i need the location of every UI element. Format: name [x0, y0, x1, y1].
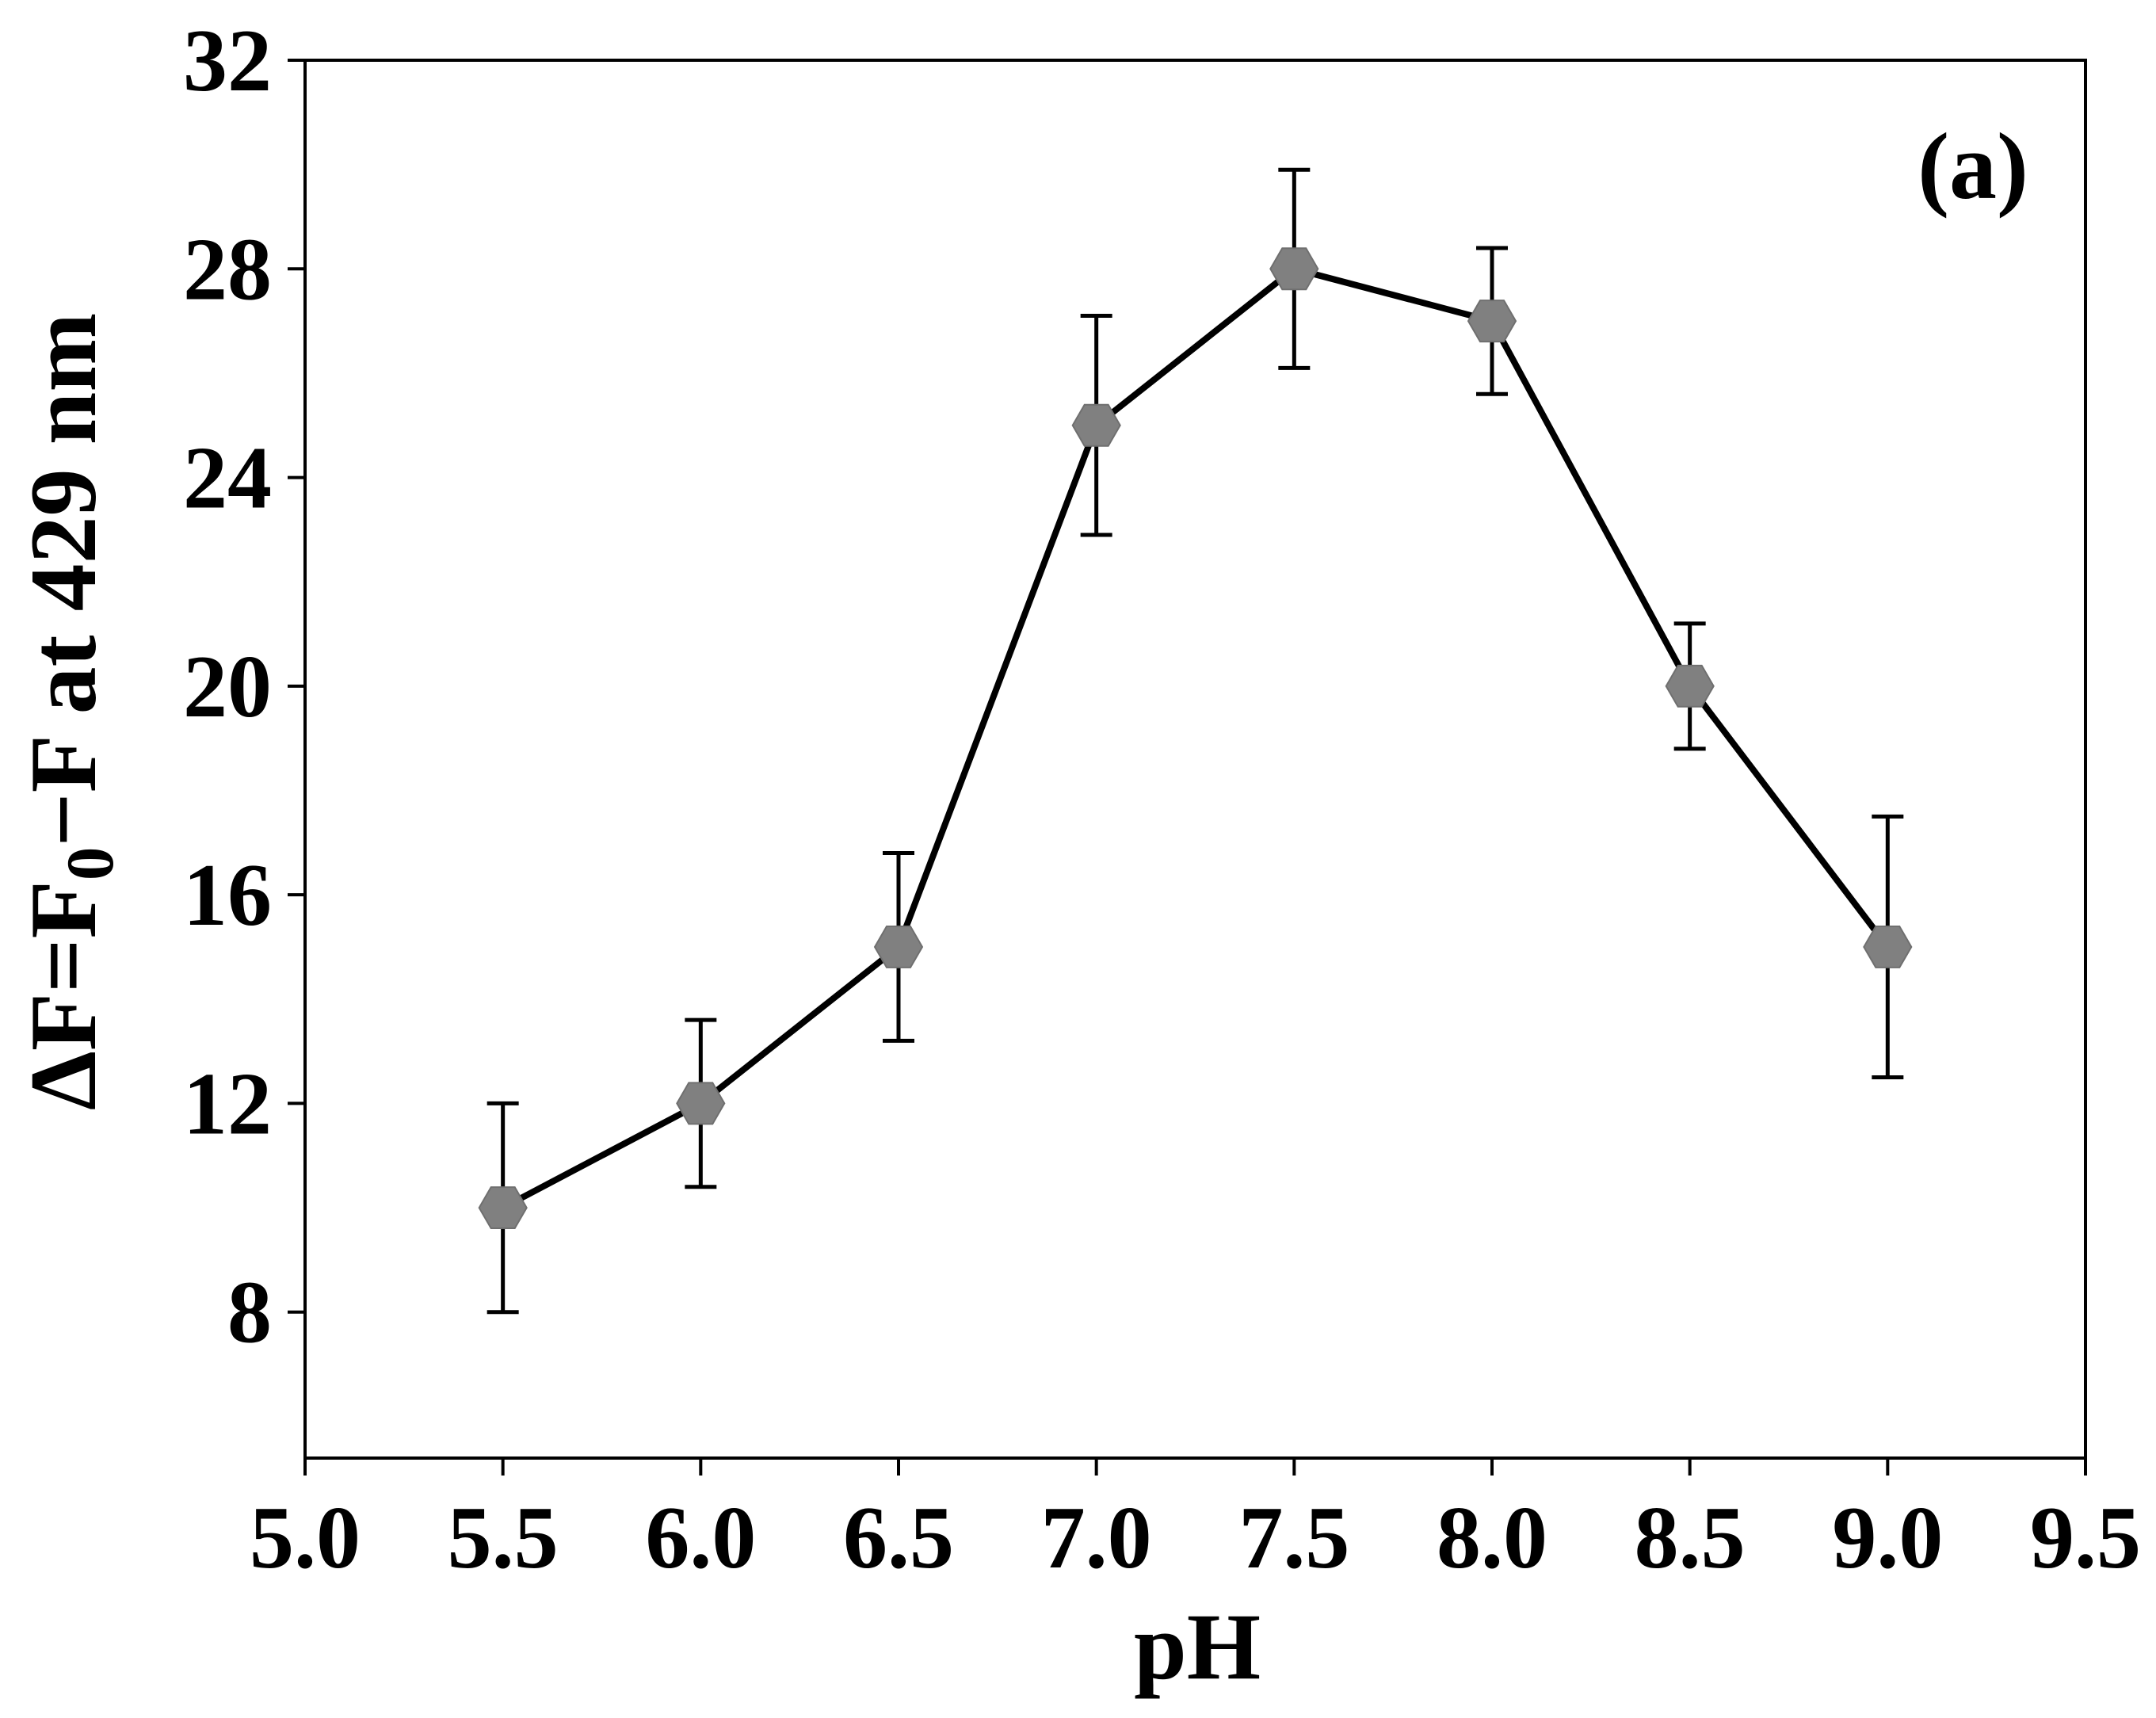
- x-axis-title: pH: [1134, 1594, 1261, 1699]
- data-point-0: [478, 1186, 528, 1229]
- x-tick-label-5: 7.5: [1238, 1489, 1349, 1587]
- x-tick-label-7: 8.5: [1635, 1489, 1746, 1587]
- error-bars: [487, 167, 1904, 1315]
- plot-frame: [303, 59, 2087, 1460]
- y-axis-title: ΔF=F0−F at 429 nm: [10, 313, 128, 1111]
- series-line-group: [501, 265, 1891, 1211]
- data-point-3: [1071, 403, 1121, 447]
- x-tick-label-2: 6.0: [645, 1489, 756, 1587]
- axes: [303, 59, 2087, 1460]
- data-point-7: [1863, 926, 1913, 968]
- y-tick-label-4: 24: [183, 430, 272, 528]
- data-point-4: [1269, 247, 1319, 291]
- data-markers: [478, 247, 1913, 1229]
- x-tick-label-6: 8.0: [1437, 1489, 1547, 1587]
- panel-label: (a): [1918, 113, 2028, 219]
- x-tick-label-1: 5.5: [448, 1489, 559, 1587]
- data-point-6: [1665, 664, 1715, 708]
- x-tick-label-9: 9.5: [2030, 1489, 2141, 1587]
- y-tick-label-3: 20: [183, 638, 272, 736]
- y-axis-title-main: ΔF=F: [10, 880, 116, 1110]
- y-tick-label-5: 28: [183, 220, 272, 319]
- data-point-2: [873, 926, 924, 968]
- y-tick-label-0: 8: [227, 1264, 272, 1362]
- y-tick-label-1: 12: [183, 1055, 272, 1153]
- x-tick-label-3: 6.5: [843, 1489, 954, 1587]
- y-tick-label-2: 16: [183, 846, 272, 945]
- tick-marks: [288, 59, 2087, 1476]
- series-line: [501, 265, 1891, 1211]
- tick-labels: 5.0 5.5 6.0 6.5 7.0 7.5 8.0 8.5 9.0 9.5 8 12 16 20 24 2…: [183, 12, 2141, 1587]
- data-point-1: [676, 1082, 726, 1125]
- y-tick-label-6: 32: [183, 12, 272, 110]
- y-axis-title-rest: −F at 429 nm: [10, 313, 116, 847]
- x-tick-label-8: 9.0: [1832, 1489, 1943, 1587]
- x-tick-label-4: 7.0: [1041, 1489, 1152, 1587]
- data-point-5: [1467, 300, 1517, 343]
- x-tick-label-0: 5.0: [250, 1489, 361, 1587]
- y-axis-title-subscript: 0: [53, 847, 128, 881]
